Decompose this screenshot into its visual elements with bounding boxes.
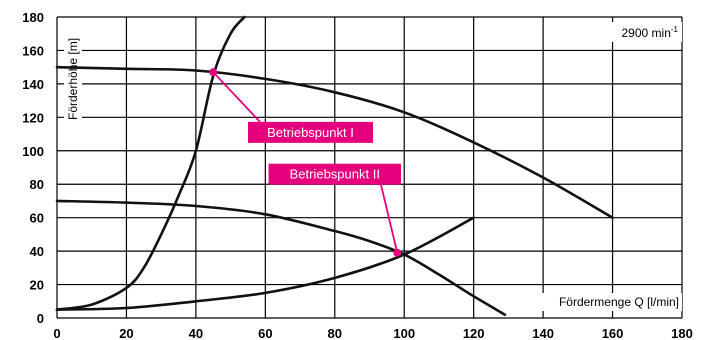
y-tick-label: 160 — [22, 43, 44, 58]
speed-label-main: 2900 min — [622, 26, 671, 40]
x-tick-label: 180 — [671, 326, 693, 340]
operating-points: Betriebspunkt I Betriebspunkt II — [209, 68, 402, 257]
operating-point-label: Betriebspunkt II — [290, 167, 380, 182]
y-tick-label: 100 — [22, 144, 44, 159]
callout-leader — [212, 71, 261, 123]
speed-label: 2900 min-1 — [622, 25, 679, 40]
system-curve-2 — [55, 216, 475, 311]
operating-point-marker — [393, 248, 402, 257]
y-tick-label: 40 — [30, 244, 44, 259]
callout-box — [247, 121, 373, 143]
grid: 0 20 40 60 80 100 120 140 160 180 0 20 40 60 80 100 120 1… — [22, 10, 693, 340]
curves — [55, 15, 614, 316]
y-tick-label: 80 — [30, 177, 44, 192]
x-tick-label: 80 — [328, 326, 342, 340]
operating-point-marker — [209, 68, 218, 77]
y-tick-label: 140 — [22, 77, 44, 92]
callout-leader — [380, 184, 399, 253]
ylabel-background — [64, 22, 82, 122]
axis-labels: Förderhöhe [m] Fördermenge Q [l/min] 290… — [64, 22, 682, 311]
y-tick-label: 120 — [22, 110, 44, 125]
x-tick-label: 60 — [258, 326, 272, 340]
y-tick-label: 0 — [37, 311, 44, 326]
x-tick-label: 0 — [53, 326, 60, 340]
x-tick-label: 140 — [532, 326, 554, 340]
x-tick-label: 100 — [393, 326, 415, 340]
operating-point-label: Betriebspunkt I — [267, 125, 354, 140]
speed-label-exponent: -1 — [671, 25, 679, 34]
y-tick-label: 60 — [30, 211, 44, 226]
x-tick-label: 40 — [189, 326, 203, 340]
pump-curve-2 — [55, 199, 507, 316]
x-tick-label: 160 — [602, 326, 624, 340]
speed-label-background — [597, 22, 682, 42]
xlabel-background — [520, 293, 682, 311]
system-curve-1 — [55, 15, 246, 311]
x-tick-label: 120 — [463, 326, 485, 340]
pump-curve-1 — [55, 65, 614, 219]
y-tick-label: 180 — [22, 10, 44, 25]
y-axis-label: Förderhöhe [m] — [66, 38, 80, 120]
y-tick-label: 20 — [30, 278, 44, 293]
x-tick-label: 20 — [119, 326, 133, 340]
x-axis-label: Fördermenge Q [l/min] — [559, 295, 679, 309]
callout-box — [268, 163, 401, 185]
